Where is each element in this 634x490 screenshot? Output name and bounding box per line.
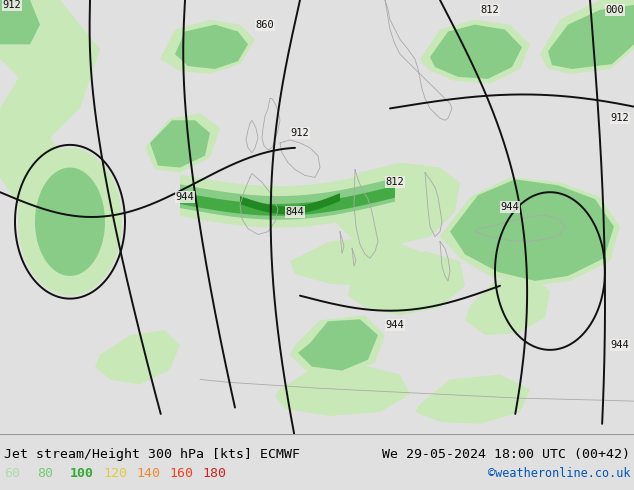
Polygon shape [290, 237, 420, 286]
Text: 100: 100 [70, 467, 94, 480]
Polygon shape [290, 316, 385, 374]
Polygon shape [95, 330, 180, 384]
Polygon shape [548, 5, 634, 69]
Polygon shape [450, 179, 614, 281]
Text: 944: 944 [501, 202, 519, 212]
Polygon shape [0, 108, 80, 207]
Polygon shape [180, 168, 395, 227]
Polygon shape [0, 0, 100, 138]
Polygon shape [180, 178, 395, 220]
Text: 844: 844 [286, 207, 304, 217]
Text: We 29-05-2024 18:00 UTC (00+42): We 29-05-2024 18:00 UTC (00+42) [382, 448, 630, 461]
Text: ©weatheronline.co.uk: ©weatheronline.co.uk [488, 467, 630, 480]
Polygon shape [145, 113, 220, 172]
Polygon shape [180, 186, 395, 216]
Polygon shape [440, 177, 620, 286]
Polygon shape [160, 20, 255, 74]
Polygon shape [465, 276, 550, 335]
Text: 912: 912 [3, 0, 22, 10]
Polygon shape [35, 168, 105, 276]
Polygon shape [298, 319, 378, 370]
Text: 000: 000 [605, 5, 624, 15]
Polygon shape [18, 148, 122, 295]
Text: 180: 180 [202, 467, 226, 480]
Polygon shape [0, 0, 40, 45]
Polygon shape [240, 193, 340, 215]
Text: 912: 912 [290, 128, 309, 138]
Text: 944: 944 [611, 340, 630, 350]
Text: 812: 812 [385, 177, 404, 187]
Text: Jet stream/Height 300 hPa [kts] ECMWF: Jet stream/Height 300 hPa [kts] ECMWF [4, 448, 300, 461]
Text: 120: 120 [103, 467, 127, 480]
Polygon shape [420, 20, 530, 84]
Text: 160: 160 [169, 467, 193, 480]
Text: 140: 140 [136, 467, 160, 480]
Polygon shape [150, 120, 210, 168]
Polygon shape [0, 0, 60, 79]
Text: 860: 860 [256, 20, 275, 29]
Polygon shape [275, 365, 410, 416]
Text: 80: 80 [37, 467, 53, 480]
Polygon shape [430, 24, 522, 79]
Text: 912: 912 [611, 113, 630, 123]
Polygon shape [540, 0, 634, 74]
Polygon shape [415, 374, 530, 424]
Text: 60: 60 [4, 467, 20, 480]
Polygon shape [175, 24, 248, 69]
Polygon shape [348, 251, 465, 316]
Polygon shape [330, 163, 460, 246]
Text: 812: 812 [481, 5, 500, 15]
Text: 944: 944 [385, 320, 404, 330]
Text: 944: 944 [176, 192, 195, 202]
